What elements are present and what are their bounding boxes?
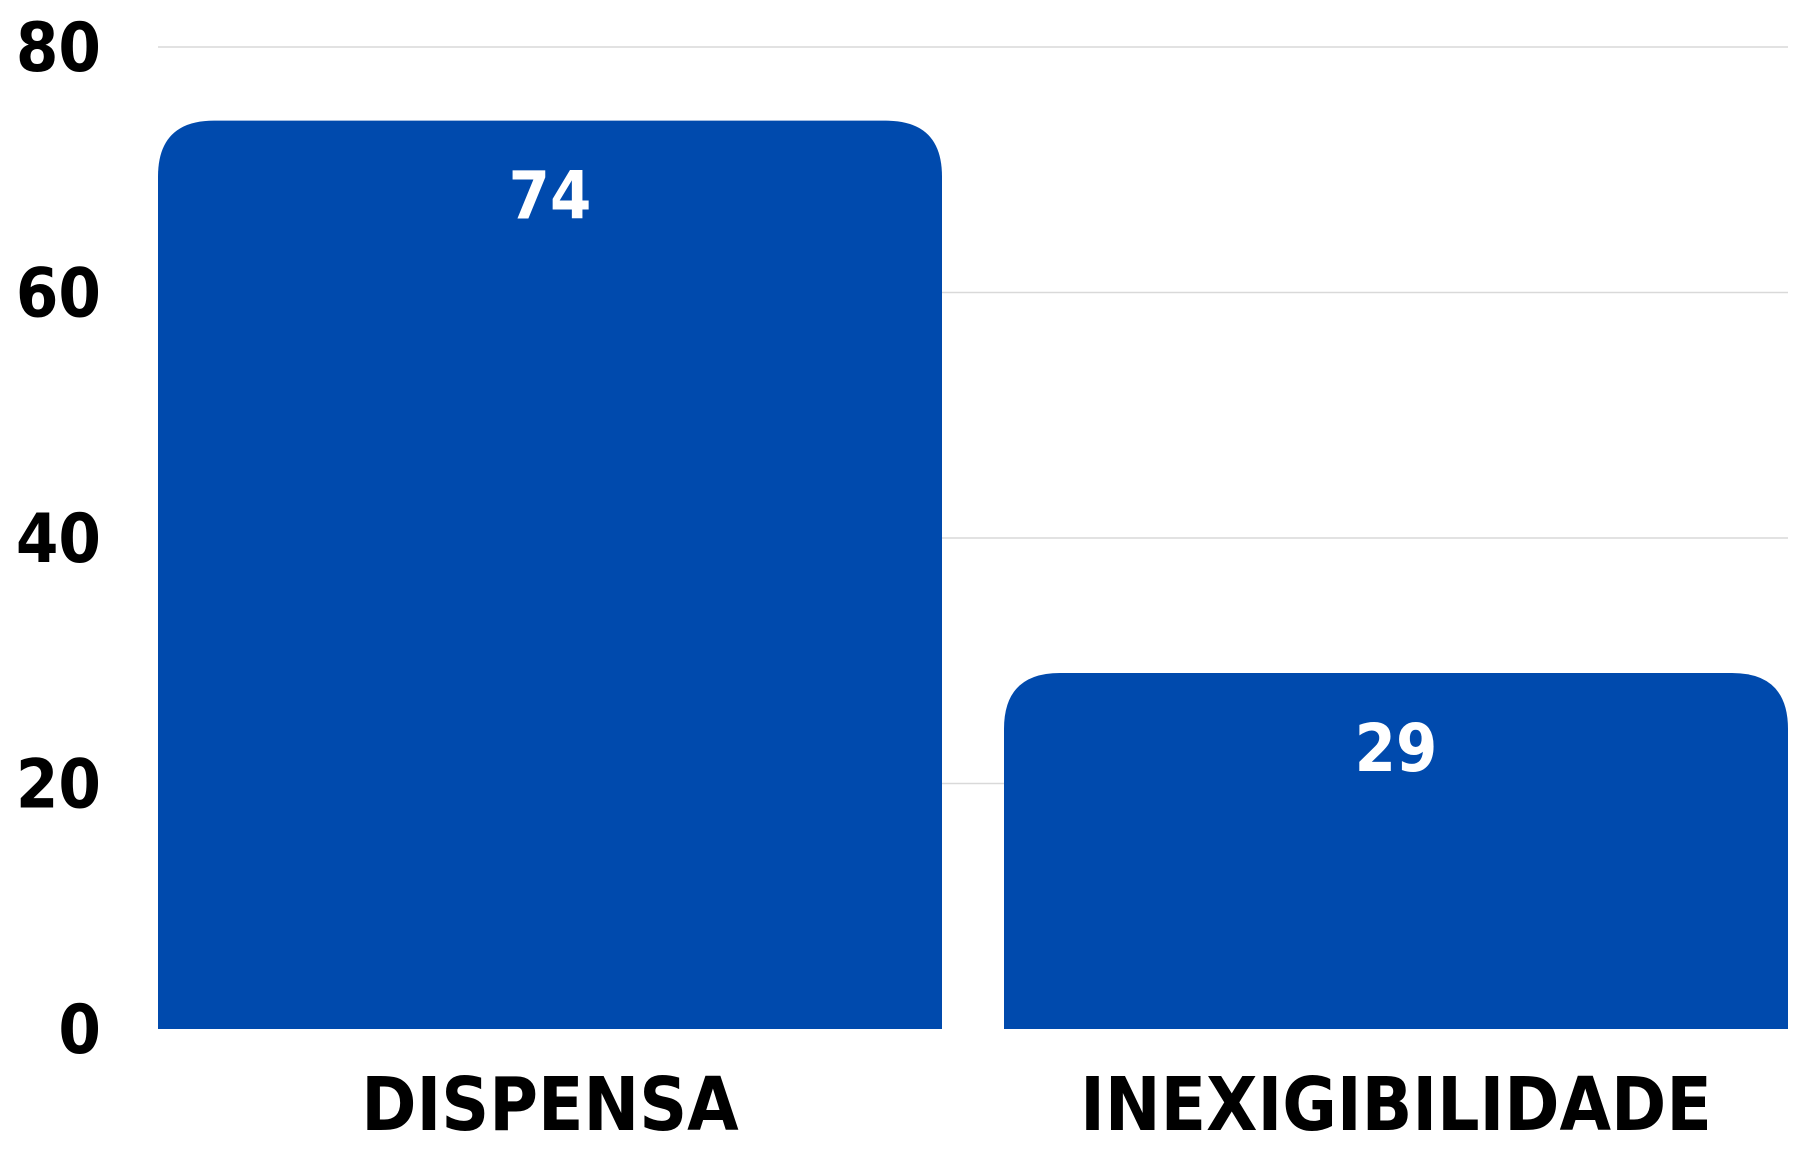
x-category-label: INEXIGIBILIDADE [1080,1062,1712,1145]
x-category-label: DISPENSA [361,1062,739,1145]
bar-inexigibilidade [1004,673,1788,1029]
y-tick-label: 0 [58,991,101,1070]
y-tick-label: 60 [16,255,101,334]
bar-dispensa [158,120,942,1029]
bar-value-label: 29 [1355,710,1438,787]
y-tick-label: 80 [16,9,101,88]
y-tick-label: 40 [16,500,101,579]
bars: 74 DISPENSA 29 INEXIGIBILIDADE [158,120,1788,1148]
bar-value-label: 74 [509,158,592,235]
y-tick-label: 20 [16,746,101,825]
y-axis-ticks: 0 20 40 60 80 [16,9,101,1070]
